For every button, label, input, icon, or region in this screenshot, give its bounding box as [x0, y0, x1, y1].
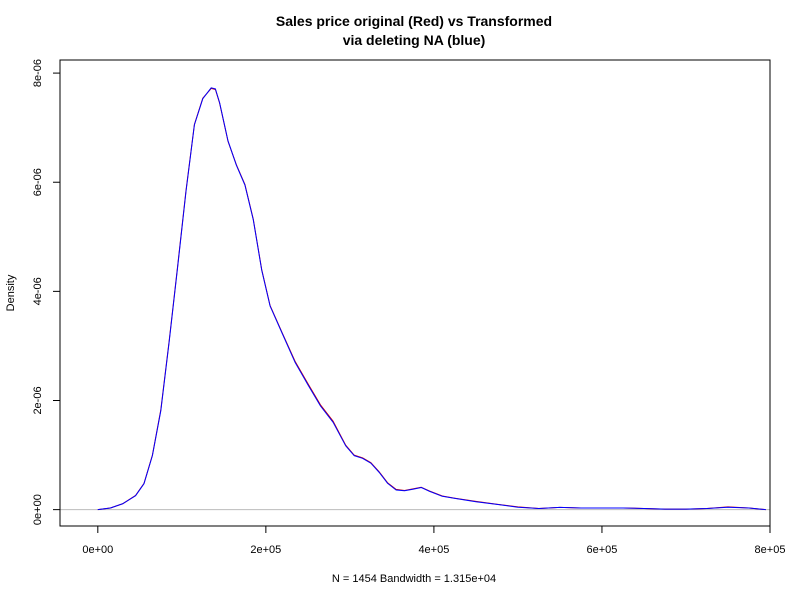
x-tick-label: 4e+05	[418, 544, 449, 556]
y-tick-label: 4e-06	[32, 277, 44, 305]
y-tick-label: 0e+00	[32, 494, 44, 525]
chart-title-line-2: via deleting NA (blue)	[343, 32, 486, 48]
chart-title-line-1: Sales price original (Red) vs Transforme…	[276, 13, 552, 29]
plot-frame	[59, 59, 771, 527]
x-tick-label: 8e+05	[755, 544, 786, 556]
plot-area	[60, 87, 770, 511]
series-line-original	[97, 87, 766, 511]
y-tick-label: 6e-06	[32, 168, 44, 196]
x-tick-label: 0e+00	[82, 544, 113, 556]
y-axis-label: Density	[5, 274, 17, 311]
series-line-transformed	[97, 87, 766, 511]
x-tick-label: 2e+05	[250, 544, 281, 556]
y-tick-label: 8e-06	[32, 59, 44, 87]
x-tick-label: 6e+05	[586, 544, 617, 556]
y-tick-label: 2e-06	[32, 386, 44, 414]
x-axis-label: N = 1454 Bandwidth = 1.315e+04	[332, 573, 496, 585]
